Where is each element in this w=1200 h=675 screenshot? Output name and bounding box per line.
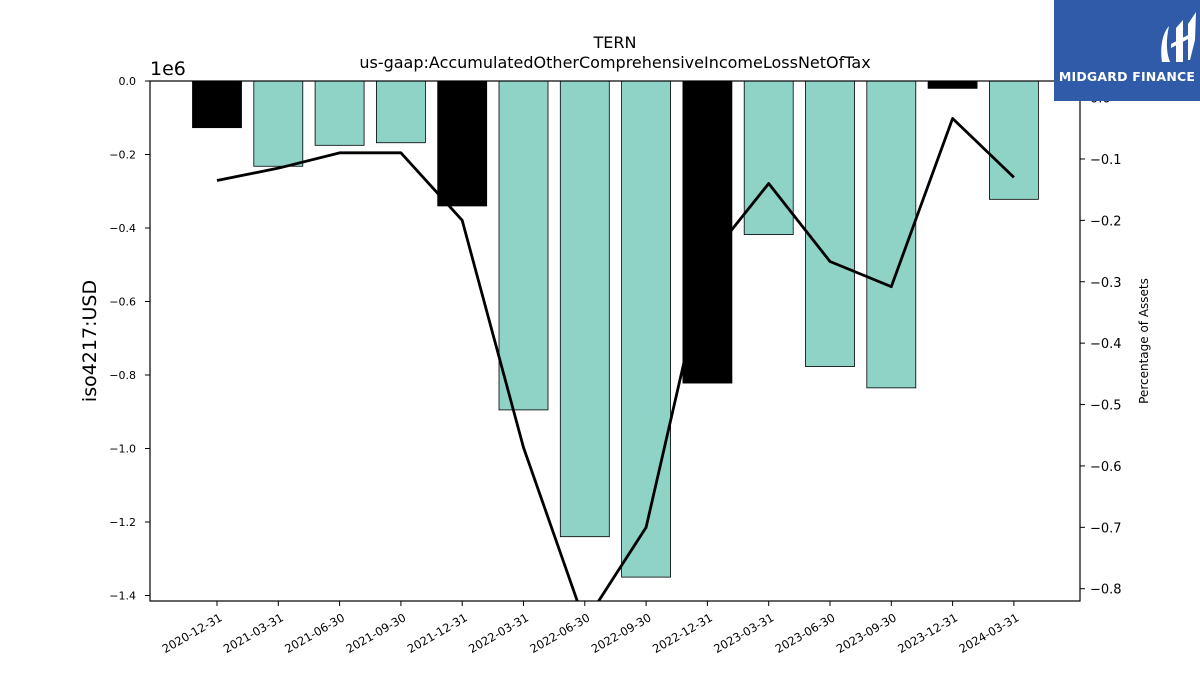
chart-title: TERN (593, 33, 637, 52)
x-tick-label: 2021-03-31 (221, 610, 286, 656)
x-tick-label: 2022-06-30 (527, 610, 592, 656)
chart-subtitle: us-gaap:AccumulatedOtherComprehensiveInc… (359, 53, 870, 72)
bar (437, 80, 488, 207)
y-tick-label: −0.8 (109, 369, 136, 382)
y2-tick-label: −0.2 (1090, 214, 1122, 229)
y2-tick-label: −0.8 (1090, 583, 1122, 598)
y-axis-label: iso4217:USD (79, 280, 101, 402)
y-tick-label: −1.4 (109, 589, 136, 602)
x-tick-label: 2023-03-31 (711, 610, 776, 656)
y2-tick-label: −0.4 (1090, 337, 1122, 352)
brand-name: MIDGARD FINANCE (1058, 69, 1196, 84)
x-tick-label: 2021-12-31 (405, 610, 470, 656)
x-tick-label: 2024-03-31 (957, 610, 1022, 656)
brand-logo: MIDGARD FINANCE (1054, 0, 1200, 101)
y-tick-label: 0.0 (119, 75, 137, 88)
bar (927, 80, 978, 89)
bars-layer (192, 80, 1039, 578)
axes-layer (149, 80, 1081, 602)
bar (375, 80, 426, 144)
plot-frame (149, 80, 1081, 602)
y-tick-label: −0.4 (109, 222, 136, 235)
x-tick-label: 2022-03-31 (466, 610, 531, 656)
bar (866, 80, 917, 389)
bar (805, 80, 855, 367)
x-tick-label: 2021-06-30 (282, 610, 347, 656)
bar (621, 80, 671, 578)
y-tick-label: −1.2 (109, 516, 136, 529)
y2-tick-label: −0.7 (1090, 521, 1122, 536)
x-tick-label: 2022-12-31 (650, 610, 715, 656)
y-tick-label: −0.6 (109, 295, 136, 308)
midgard-logo-icon (1161, 12, 1196, 62)
y-tick-label: −0.2 (109, 148, 136, 161)
offset-text: 1e6 (150, 58, 186, 80)
y2-tick-label: −0.1 (1090, 153, 1122, 168)
bar (559, 80, 610, 538)
x-tick-label: 2023-06-30 (773, 610, 838, 656)
bar (314, 80, 365, 146)
y2-tick-label: −0.5 (1090, 399, 1122, 414)
bar (498, 80, 549, 411)
y2-tick-label: −0.3 (1090, 276, 1122, 291)
bar (989, 80, 1039, 200)
percentage-line-layer (216, 117, 1015, 601)
x-tick-label: 2022-09-30 (589, 610, 654, 656)
bar (253, 80, 304, 167)
x-tick-label: 2021-09-30 (344, 610, 409, 656)
percentage-of-assets-line (216, 117, 1015, 601)
x-tick-label: 2020-12-31 (160, 610, 225, 656)
y-tick-label: −1.0 (109, 442, 136, 455)
y2-axis-label: Percentage of Assets (1137, 278, 1151, 404)
y2-tick-label: −0.6 (1090, 460, 1122, 475)
bar (192, 80, 242, 129)
bar (743, 80, 794, 236)
x-tick-label: 2023-12-31 (895, 610, 960, 656)
x-tick-label: 2023-09-30 (834, 610, 899, 656)
